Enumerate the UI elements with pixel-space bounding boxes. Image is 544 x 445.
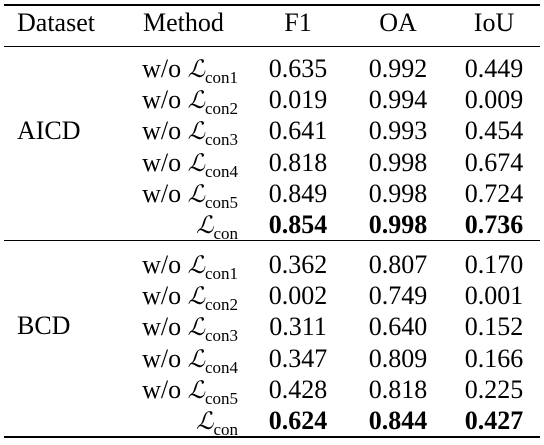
loss-subscript: con2 bbox=[204, 295, 238, 314]
method-cell: w/o ℒcon4 bbox=[142, 148, 238, 187]
loss-subscript: con bbox=[213, 420, 238, 439]
loss-symbol: ℒ bbox=[187, 313, 205, 341]
iou-value: 0.449 bbox=[464, 54, 524, 83]
dataset-label-bcd: BCD bbox=[17, 311, 71, 340]
iou-value: 0.166 bbox=[464, 344, 524, 373]
method-cell: w/o ℒcon3 bbox=[142, 116, 238, 155]
loss-symbol: ℒ bbox=[187, 86, 205, 114]
method-cell: w/o ℒcon2 bbox=[142, 85, 238, 124]
loss-symbol: ℒ bbox=[187, 251, 205, 279]
oa-value: 0.807 bbox=[368, 250, 428, 279]
loss-subscript: con2 bbox=[204, 99, 238, 118]
method-prefix: w/o bbox=[142, 54, 188, 83]
loss-subscript: con bbox=[213, 224, 238, 243]
iou-value: 0.454 bbox=[464, 116, 524, 145]
loss-symbol: ℒ bbox=[187, 55, 205, 83]
method-prefix: w/o bbox=[142, 344, 188, 373]
loss-subscript: con3 bbox=[204, 326, 238, 345]
method-cell: ℒcon bbox=[196, 210, 238, 249]
f1-value: 0.347 bbox=[268, 344, 328, 373]
iou-value: 0.736 bbox=[464, 210, 524, 239]
header-iou: IoU bbox=[473, 8, 515, 37]
method-cell: w/o ℒcon5 bbox=[142, 375, 238, 414]
method-cell: w/o ℒcon5 bbox=[142, 179, 238, 218]
f1-value: 0.818 bbox=[268, 148, 328, 177]
loss-symbol: ℒ bbox=[187, 282, 205, 310]
loss-symbol: ℒ bbox=[187, 149, 205, 177]
loss-subscript: con5 bbox=[204, 193, 238, 212]
header-method: Method bbox=[143, 8, 224, 37]
f1-value: 0.849 bbox=[268, 179, 328, 208]
iou-value: 0.225 bbox=[464, 375, 524, 404]
oa-value: 0.749 bbox=[368, 281, 428, 310]
method-prefix: w/o bbox=[142, 116, 188, 145]
method-prefix: w/o bbox=[142, 281, 188, 310]
oa-value: 0.640 bbox=[368, 312, 428, 341]
loss-subscript: con4 bbox=[204, 358, 238, 377]
oa-value: 0.993 bbox=[368, 116, 428, 145]
method-cell: w/o ℒcon1 bbox=[142, 54, 238, 93]
loss-subscript: con5 bbox=[204, 389, 238, 408]
loss-symbol: ℒ bbox=[187, 180, 205, 208]
loss-subscript: con1 bbox=[204, 264, 238, 283]
method-cell: w/o ℒcon2 bbox=[142, 281, 238, 320]
method-cell: w/o ℒcon4 bbox=[142, 344, 238, 383]
f1-value: 0.641 bbox=[268, 116, 328, 145]
header-oa: OA bbox=[379, 8, 417, 37]
f1-value: 0.635 bbox=[268, 54, 328, 83]
method-prefix: w/o bbox=[142, 312, 188, 341]
loss-symbol: ℒ bbox=[187, 117, 205, 145]
oa-value: 0.844 bbox=[368, 406, 428, 435]
loss-subscript: con3 bbox=[204, 130, 238, 149]
iou-value: 0.427 bbox=[464, 406, 524, 435]
loss-symbol: ℒ bbox=[196, 407, 214, 435]
iou-value: 0.152 bbox=[464, 312, 524, 341]
oa-value: 0.992 bbox=[368, 54, 428, 83]
method-cell: ℒcon bbox=[196, 406, 238, 445]
bottom-rule bbox=[4, 436, 540, 438]
f1-value: 0.019 bbox=[268, 85, 328, 114]
oa-value: 0.998 bbox=[368, 179, 428, 208]
f1-value: 0.854 bbox=[268, 210, 328, 239]
f1-value: 0.428 bbox=[268, 375, 328, 404]
group-separator-rule bbox=[4, 240, 540, 241]
method-prefix: w/o bbox=[142, 85, 188, 114]
header-f1: F1 bbox=[284, 8, 312, 37]
loss-subscript: con4 bbox=[204, 162, 238, 181]
iou-value: 0.170 bbox=[464, 250, 524, 279]
loss-symbol: ℒ bbox=[187, 376, 205, 404]
method-cell: w/o ℒcon1 bbox=[142, 250, 238, 289]
f1-value: 0.002 bbox=[268, 281, 328, 310]
oa-value: 0.994 bbox=[368, 85, 428, 114]
iou-value: 0.724 bbox=[464, 179, 524, 208]
header-dataset: Dataset bbox=[17, 8, 95, 37]
iou-value: 0.674 bbox=[464, 148, 524, 177]
loss-subscript: con1 bbox=[204, 68, 238, 87]
method-cell: w/o ℒcon3 bbox=[142, 312, 238, 351]
header-rule bbox=[4, 46, 540, 47]
method-prefix: w/o bbox=[142, 148, 188, 177]
oa-value: 0.998 bbox=[368, 210, 428, 239]
f1-value: 0.624 bbox=[268, 406, 328, 435]
method-prefix: w/o bbox=[142, 375, 188, 404]
iou-value: 0.009 bbox=[464, 85, 524, 114]
method-prefix: w/o bbox=[142, 179, 188, 208]
loss-symbol: ℒ bbox=[196, 211, 214, 239]
f1-value: 0.362 bbox=[268, 250, 328, 279]
iou-value: 0.001 bbox=[464, 281, 524, 310]
dataset-label-aicd: AICD bbox=[17, 116, 81, 145]
method-prefix: w/o bbox=[142, 250, 188, 279]
oa-value: 0.998 bbox=[368, 148, 428, 177]
loss-symbol: ℒ bbox=[187, 345, 205, 373]
oa-value: 0.818 bbox=[368, 375, 428, 404]
oa-value: 0.809 bbox=[368, 344, 428, 373]
f1-value: 0.311 bbox=[269, 312, 327, 341]
top-rule bbox=[4, 4, 540, 6]
